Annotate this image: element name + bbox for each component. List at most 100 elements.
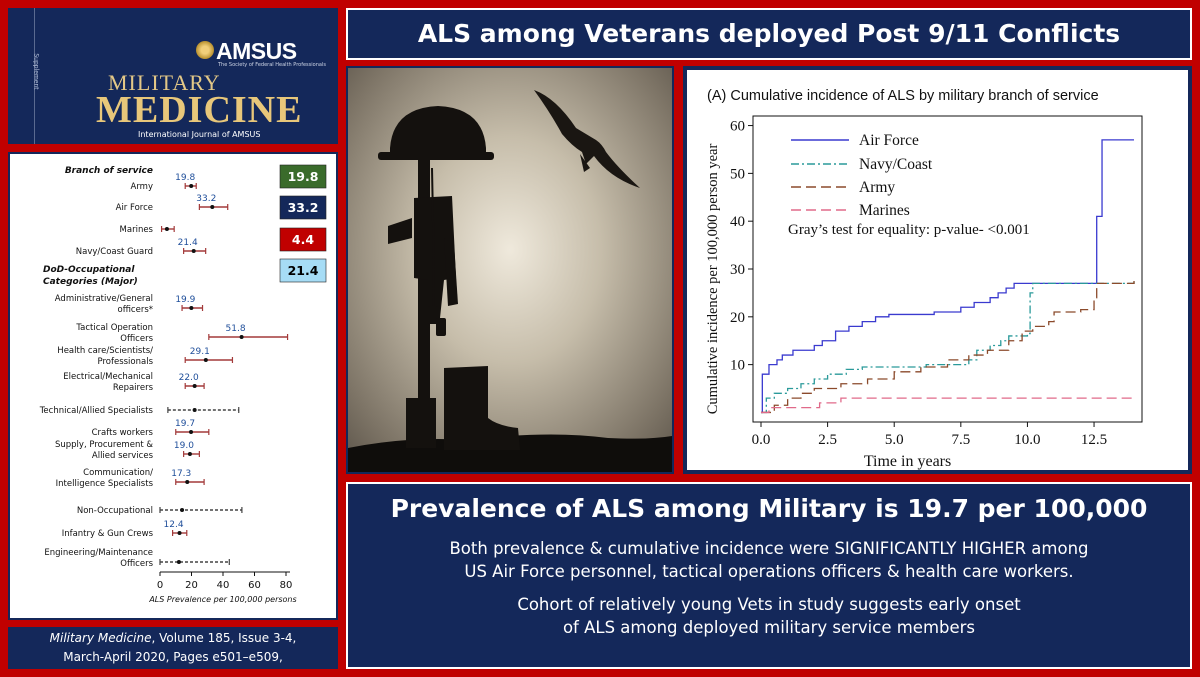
forest-x-tick-label: 60 <box>248 580 261 591</box>
forest-value-label: 19.0 <box>174 441 194 451</box>
cover-spine-label: Supplement <box>32 53 40 90</box>
forest-point-estimate <box>185 480 190 484</box>
forest-x-tick-label: 20 <box>185 580 198 591</box>
citation-journal: Military Medicine <box>49 631 152 645</box>
forest-value-label: 51.8 <box>226 324 246 334</box>
forest-point-estimate <box>177 531 182 535</box>
forest-row-label: Navy/Coast Guard <box>76 247 153 257</box>
citation: Military Medicine, Volume 185, Issue 3-4… <box>8 627 338 669</box>
forest-row-label: Supply, Procurement & <box>55 440 153 450</box>
y-tick-label: 50 <box>730 166 745 182</box>
forest-x-tick-label: 40 <box>217 580 230 591</box>
amsus-subtitle: The Society of Federal Health Profession… <box>218 62 326 68</box>
forest-row-label: Allied services <box>92 451 154 461</box>
forest-value-label: 29.1 <box>190 347 210 357</box>
x-tick-label: 10.0 <box>1014 432 1040 448</box>
series-line-air-force <box>760 139 1135 414</box>
cumulative-incidence-chart-panel: (A) Cumulative incidence of ALS by milit… <box>683 66 1192 474</box>
forest-row-label: Crafts workers <box>92 428 154 438</box>
callout-box <box>279 227 327 252</box>
forest-row-label: Army <box>131 182 153 192</box>
forest-point-estimate <box>210 205 215 209</box>
forest-row-label: Technical/Allied Specialists <box>39 406 154 416</box>
section-header-occupation-2: Categories (Major) <box>43 277 138 287</box>
forest-value-label: 12.4 <box>164 520 184 530</box>
forest-row-label: Professionals <box>97 357 153 367</box>
forest-point-estimate <box>203 358 208 362</box>
cumulative-incidence-chart: (A) Cumulative incidence of ALS by milit… <box>705 88 1143 470</box>
forest-row-label: officers* <box>118 305 154 315</box>
y-tick-label: 20 <box>730 310 745 326</box>
x-tick-label: 7.5 <box>951 432 970 448</box>
forest-row-label: Non-Occupational <box>77 506 153 516</box>
journal-cover: Supplement AMSUS The Society of Federal … <box>8 8 338 144</box>
forest-row-label: Administrative/General <box>55 294 153 304</box>
prevalence-panel: Prevalence of ALS among Military is 19.7… <box>346 482 1192 669</box>
forest-x-axis-label: ALS Prevalence per 100,000 persons <box>148 595 296 604</box>
series-line-marines <box>760 397 1135 414</box>
forest-plot-panel: Branch of service DoD-Occupational Categor… <box>8 152 338 620</box>
forest-row-label: Officers <box>120 334 153 344</box>
callout-value: 21.4 <box>288 263 319 278</box>
forest-plot: Branch of service DoD-Occupational Categor… <box>39 164 327 604</box>
finding-paragraph-1: Both prevalence & cumulative incidence w… <box>348 537 1190 583</box>
x-tick-label: 2.5 <box>818 432 837 448</box>
cover-spine-line <box>34 8 35 144</box>
gray-test-annotation: Gray’s test for equality: p-value- <0.00… <box>788 222 1030 238</box>
callout-value: 33.2 <box>288 200 319 215</box>
forest-row-label: Engineering/Maintenance <box>44 548 153 558</box>
forest-value-label: 22.0 <box>179 373 199 383</box>
amsus-logo: AMSUS <box>216 38 297 64</box>
section-header-occupation-1: DoD-Occupational <box>43 265 135 275</box>
callout-value: 4.4 <box>292 232 314 247</box>
forest-value-label: 19.9 <box>175 295 195 305</box>
memorial-silhouette-illustration <box>348 68 672 472</box>
forest-row-label: Infantry & Gun Crews <box>62 529 154 539</box>
finding-paragraph-2: Cohort of relatively young Vets in study… <box>348 593 1190 639</box>
forest-row-label: Air Force <box>116 203 153 213</box>
callout-value: 19.8 <box>288 169 319 184</box>
legend-label: Marines <box>859 202 910 219</box>
chart-title: (A) Cumulative incidence of ALS by milit… <box>707 88 1099 104</box>
prevalence-headline: Prevalence of ALS among Military is 19.7… <box>390 494 1148 523</box>
forest-point-estimate <box>176 560 181 564</box>
citation-volume: , Volume 185, Issue 3-4, <box>151 631 297 645</box>
series-line-army <box>760 280 1135 414</box>
citation-pages: March-April 2020, Pages e501–e509, <box>63 650 283 664</box>
forest-point-estimate <box>192 384 197 388</box>
forest-point-estimate <box>189 430 194 434</box>
forest-x-tick-label: 0 <box>157 580 163 591</box>
finding-2-line-2: of ALS among deployed military service m… <box>562 618 976 637</box>
finding-1-line-2: US Air Force personnel, tactical operati… <box>464 562 1074 581</box>
finding-1-line-1: Both prevalence & cumulative incidence w… <box>449 539 1089 558</box>
forest-value-label: 19.7 <box>175 419 195 429</box>
forest-value-label: 19.8 <box>175 173 195 183</box>
y-tick-label: 60 <box>730 119 745 135</box>
amsus-seal-logo <box>196 41 214 59</box>
forest-row-label: Officers <box>120 559 153 569</box>
legend-label: Navy/Coast <box>859 156 933 173</box>
callout-box <box>279 258 327 283</box>
x-tick-label: 12.5 <box>1081 432 1107 448</box>
y-axis-label: Cumulative incidence per 100,000 person … <box>705 144 721 415</box>
fallen-soldier-memorial-image <box>346 66 674 474</box>
y-tick-label: 40 <box>730 214 745 230</box>
legend-label: Army <box>859 179 895 196</box>
y-tick-label: 30 <box>730 262 745 278</box>
forest-point-estimate <box>164 227 169 231</box>
forest-point-estimate <box>187 452 192 456</box>
forest-x-tick-label: 80 <box>280 580 293 591</box>
legend-label: Air Force <box>859 132 919 149</box>
journal-word-military: MILITARY <box>108 70 221 95</box>
x-tick-label: 5.0 <box>885 432 904 448</box>
x-axis-label: Time in years <box>864 453 951 470</box>
callout-box <box>279 164 327 189</box>
x-tick-label: 0.0 <box>752 432 771 448</box>
forest-point-estimate <box>189 306 194 310</box>
forest-row-label: Health care/Scientists/ <box>57 346 153 356</box>
section-header-branch: Branch of service <box>65 166 153 176</box>
series-line-navy-coast <box>760 280 1135 414</box>
forest-row-label: Marines <box>120 225 154 235</box>
forest-row-label: Communication/ <box>83 468 153 478</box>
journal-subtitle: International Journal of AMSUS <box>138 130 261 139</box>
